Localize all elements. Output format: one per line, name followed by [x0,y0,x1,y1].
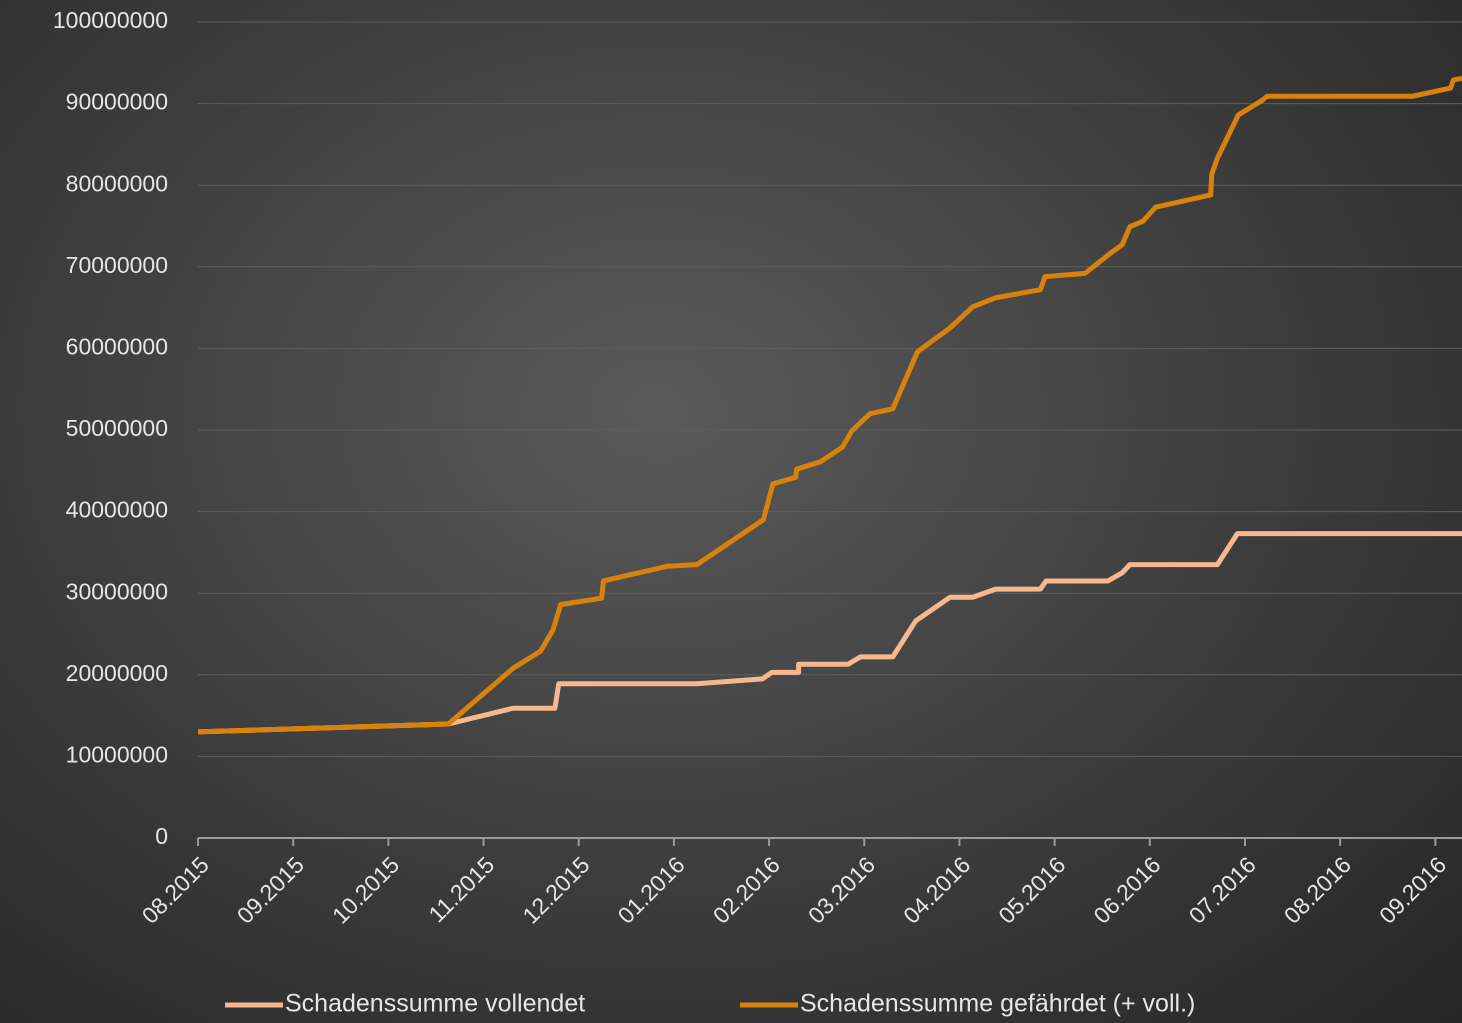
y-tick-label: 100000000 [53,7,168,33]
x-tick-label: 09.2016 [1374,851,1451,928]
x-tick-label: 03.2016 [803,851,880,928]
x-tick-label: 02.2016 [708,851,785,928]
y-tick-label: 70000000 [66,252,168,278]
x-tick-label: 08.2015 [137,851,214,928]
y-tick-label: 30000000 [66,578,168,604]
series-line [197,531,1462,735]
y-tick-label: 0 [155,823,168,849]
y-tick-label: 20000000 [66,660,168,686]
x-tick-label: 08.2016 [1279,851,1356,928]
x-tick-label: 11.2015 [423,851,499,927]
x-tick-label: 12.2015 [517,851,594,928]
x-tick-label: 06.2016 [1088,851,1165,928]
legend-label: Schadenssumme vollendet [285,990,585,1018]
series-line [197,75,1462,735]
y-tick-label: 50000000 [66,415,168,441]
x-tick-label: 07.2016 [1184,851,1261,928]
x-tick-label: 05.2016 [993,851,1070,928]
y-tick-label: 10000000 [66,741,168,767]
y-tick-label: 40000000 [66,497,168,523]
legend-label: Schadenssumme gefährdet (+ voll.) [800,990,1195,1018]
y-tick-label: 80000000 [66,170,168,196]
y-tick-label: 60000000 [66,333,168,359]
x-tick-label: 10.2015 [327,851,404,928]
x-tick-label: 09.2015 [232,851,309,928]
x-tick-label: 04.2016 [898,851,975,928]
x-tick-label: 01.2016 [613,851,690,928]
y-tick-label: 90000000 [66,89,168,115]
